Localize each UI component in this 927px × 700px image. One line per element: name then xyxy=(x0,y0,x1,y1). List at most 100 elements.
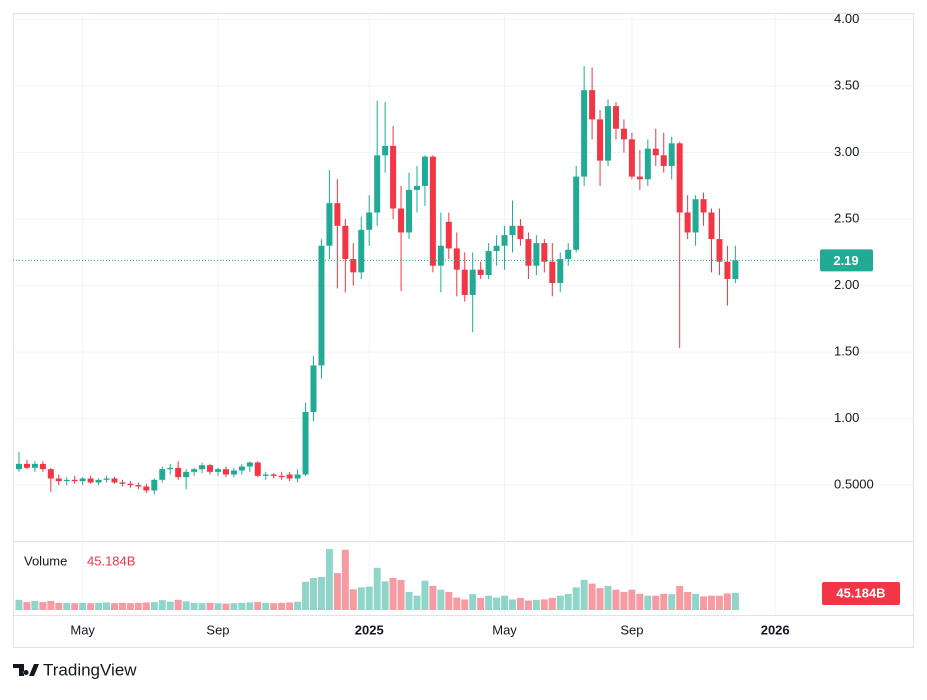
volume-bar xyxy=(238,602,246,610)
volume-bar xyxy=(55,602,63,610)
candle-body xyxy=(390,145,397,209)
candle-body xyxy=(23,463,30,468)
candle-body xyxy=(39,463,46,470)
volume-title: Volume xyxy=(24,553,67,568)
volume-bar xyxy=(453,597,461,610)
candle-body xyxy=(684,212,691,233)
candle-body xyxy=(278,475,285,478)
candle-body xyxy=(151,479,158,491)
volume-bar xyxy=(333,573,341,610)
volume-bar xyxy=(31,600,39,610)
candle-body xyxy=(413,185,420,190)
candle-body xyxy=(636,176,643,180)
volume-bar xyxy=(150,602,158,610)
volume-bar xyxy=(723,593,731,610)
y-tick-label: 1.50 xyxy=(834,344,859,359)
volume-bar xyxy=(548,597,556,610)
candle-body xyxy=(326,203,333,246)
volume-bar xyxy=(87,603,95,610)
candle-body xyxy=(493,245,500,252)
volume-bar xyxy=(95,602,103,610)
y-tick-label: 2.50 xyxy=(834,211,859,226)
volume-bar xyxy=(437,589,445,610)
candle-body xyxy=(469,269,476,295)
volume-bar xyxy=(405,591,413,610)
candle-body xyxy=(453,248,460,270)
volume-bar xyxy=(477,597,485,610)
volume-bar xyxy=(564,593,572,610)
volume-bar xyxy=(206,602,214,610)
candle-body xyxy=(692,199,699,233)
candle-body xyxy=(589,90,596,120)
candle-body xyxy=(246,462,253,467)
volume-bar xyxy=(182,601,190,610)
candle-body xyxy=(95,479,102,483)
volume-bar xyxy=(493,597,501,610)
volume-bar xyxy=(469,594,477,610)
candle-body xyxy=(238,466,245,471)
volume-legend-value: 45.184B xyxy=(87,553,135,568)
candle-body xyxy=(406,189,413,233)
candle-body xyxy=(350,259,357,273)
volume-bar xyxy=(644,595,652,610)
candle-body xyxy=(501,235,508,246)
candle-body xyxy=(557,259,564,283)
volume-bar xyxy=(254,602,262,610)
candle-body xyxy=(517,225,524,240)
volume-bar xyxy=(397,579,405,610)
volume-bar xyxy=(302,581,310,610)
volume-bar xyxy=(620,591,628,610)
volume-bar xyxy=(142,602,150,610)
volume-bar xyxy=(588,583,596,610)
candle-body xyxy=(708,212,715,240)
volume-bar xyxy=(126,603,134,610)
volume-bar xyxy=(604,585,612,610)
volume-bar xyxy=(118,602,126,610)
volume-bar xyxy=(39,602,47,610)
candle-body xyxy=(175,467,182,478)
y-tick-label: 2.00 xyxy=(834,277,859,292)
volume-bar xyxy=(310,577,317,610)
volume-bar xyxy=(429,585,437,610)
candle-body xyxy=(183,471,190,478)
candle-body xyxy=(676,143,683,213)
volume-bar xyxy=(23,602,31,610)
volume-bar xyxy=(524,600,532,610)
candle-body xyxy=(294,474,301,479)
candle-body xyxy=(87,478,94,483)
volume-bar xyxy=(246,602,254,610)
x-tick-label: Sep xyxy=(620,622,643,637)
volume-bar xyxy=(421,580,429,610)
candle-body xyxy=(485,251,492,276)
brand: TradingView xyxy=(43,660,137,679)
candle-body xyxy=(533,243,540,266)
volume-bar xyxy=(286,602,294,610)
candle-body xyxy=(652,148,659,156)
volume-bar xyxy=(270,603,278,610)
volume-bar xyxy=(158,600,166,610)
candle-body xyxy=(628,139,635,177)
candle-body xyxy=(509,225,516,236)
volume-bar xyxy=(580,579,588,610)
candle-body xyxy=(127,483,134,486)
volume-bar xyxy=(214,603,222,610)
candle-body xyxy=(262,474,269,476)
volume-bar xyxy=(708,595,715,610)
volume-bar xyxy=(63,602,71,610)
candle-body xyxy=(429,156,436,266)
candle-body xyxy=(191,469,198,472)
candle-body xyxy=(159,469,166,480)
volume-bar xyxy=(532,599,540,610)
candle-body xyxy=(716,239,723,262)
volume-badge-label: 45.184B xyxy=(836,585,885,600)
candle-body xyxy=(119,482,126,484)
volume-bar xyxy=(230,603,238,610)
candle-body xyxy=(597,119,604,161)
volume-bar xyxy=(572,587,580,610)
volume-bar xyxy=(596,588,604,610)
candle-body xyxy=(207,465,214,472)
price-badge-label: 2.19 xyxy=(833,253,858,268)
volume-bar xyxy=(349,589,357,610)
